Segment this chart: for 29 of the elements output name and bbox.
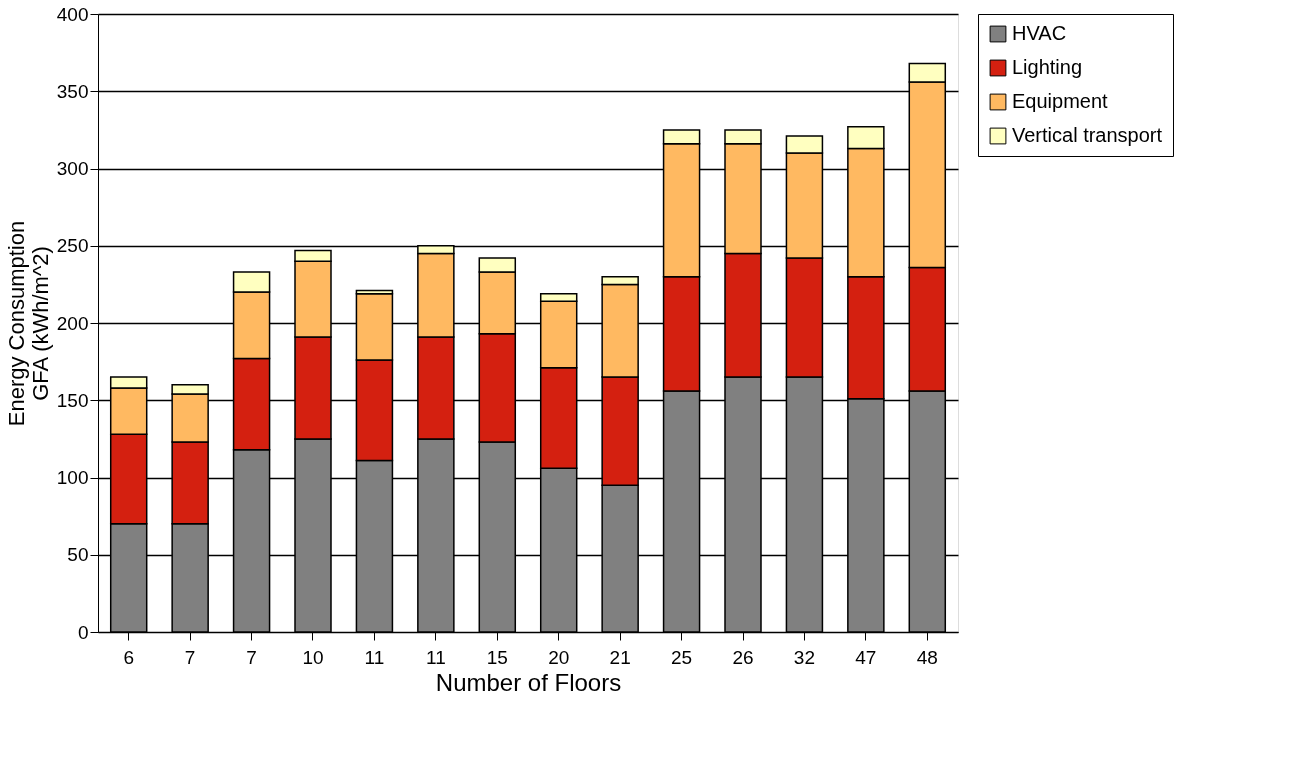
x-tick-label: 6 <box>123 646 134 668</box>
legend-label: Vertical transport <box>1012 124 1163 146</box>
y-tick-label: 0 <box>77 621 89 643</box>
y-tick-label: 50 <box>67 544 89 566</box>
x-tick-label: 7 <box>184 646 196 668</box>
y-tick-label: 150 <box>56 389 89 411</box>
x-tick-label: 48 <box>916 646 938 668</box>
y-tick-label: 300 <box>56 158 89 179</box>
legend-label: Lighting <box>1012 56 1083 78</box>
x-tick-label: 7 <box>246 646 257 668</box>
x-tick-label: 11 <box>425 646 446 668</box>
x-tick-label: 10 <box>302 646 324 668</box>
x-tick-label: 26 <box>732 646 754 668</box>
y-tick-label: 350 <box>56 80 89 102</box>
x-tick-label: 25 <box>671 646 693 668</box>
y-tick-label: 200 <box>56 312 89 334</box>
x-tick-label: 47 <box>855 646 877 668</box>
x-tick-label: 20 <box>548 646 570 668</box>
y-tick-label: 400 <box>56 3 89 25</box>
x-tick-label: 15 <box>486 646 508 668</box>
legend-label: Equipment <box>1012 90 1109 112</box>
y-axis-title: Energy Consumption GFA (kWh/m^2) <box>3 220 53 427</box>
y-tick-label: 250 <box>56 235 89 257</box>
x-tick-label: 11 <box>364 646 385 668</box>
x-tick-label: 32 <box>793 646 815 668</box>
x-tick-label: 21 <box>609 646 631 668</box>
x-axis-title: Number of Floors <box>435 668 622 696</box>
y-tick-label: 100 <box>56 467 89 488</box>
legend-label: HVAC <box>1012 22 1067 44</box>
